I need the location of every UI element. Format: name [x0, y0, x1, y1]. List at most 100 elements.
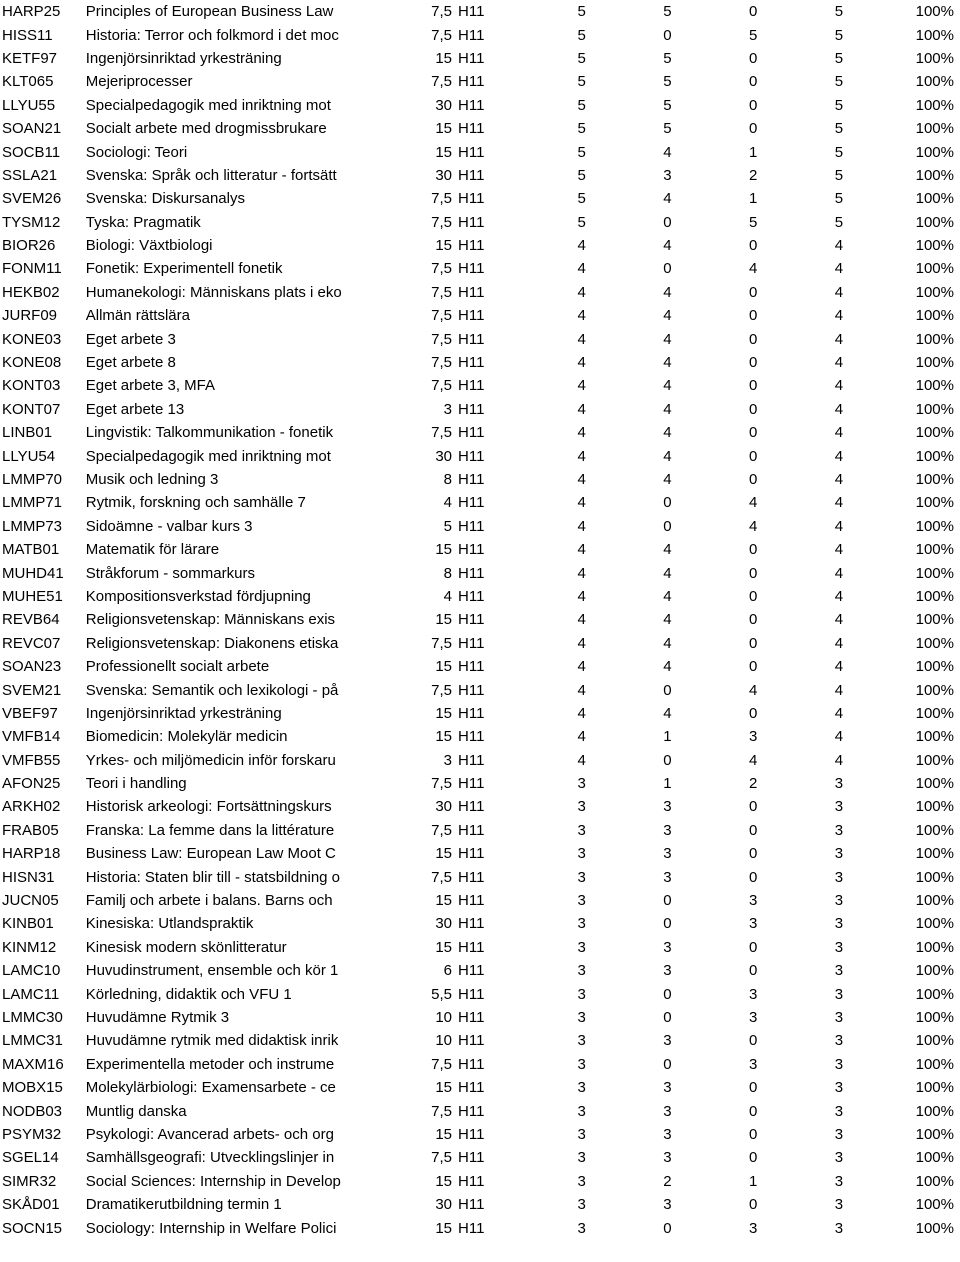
course-code: HISS11: [0, 23, 86, 46]
course-term: H11: [458, 538, 506, 561]
course-name: Eget arbete 3: [86, 327, 400, 350]
course-code: SGEL14: [0, 1146, 86, 1169]
col-percent: 100%: [849, 117, 960, 140]
col-percent: 100%: [849, 819, 960, 842]
col-percent: 100%: [849, 725, 960, 748]
course-term: H11: [458, 912, 506, 935]
course-credits: 7,5: [399, 1146, 458, 1169]
course-term: H11: [458, 1216, 506, 1239]
col-percent: 100%: [849, 421, 960, 444]
col-value-1: 3: [506, 1053, 592, 1076]
col-value-1: 5: [506, 47, 592, 70]
course-name: Business Law: European Law Moot C: [86, 842, 400, 865]
course-name: Kinesiska: Utlandspraktik: [86, 912, 400, 935]
col-value-4: 4: [763, 702, 849, 725]
col-value-4: 4: [763, 515, 849, 538]
col-value-2: 4: [592, 608, 678, 631]
col-percent: 100%: [849, 889, 960, 912]
col-value-3: 3: [678, 982, 764, 1005]
col-value-1: 4: [506, 678, 592, 701]
col-value-1: 4: [506, 515, 592, 538]
col-percent: 100%: [849, 1146, 960, 1169]
col-percent: 100%: [849, 327, 960, 350]
col-value-1: 3: [506, 1216, 592, 1239]
course-term: H11: [458, 655, 506, 678]
table-row: SIMR32Social Sciences: Internship in Dev…: [0, 1170, 960, 1193]
col-percent: 100%: [849, 1076, 960, 1099]
course-name: Yrkes- och miljömedicin inför forskaru: [86, 749, 400, 772]
col-value-1: 3: [506, 936, 592, 959]
col-percent: 100%: [849, 23, 960, 46]
col-value-1: 4: [506, 398, 592, 421]
col-value-4: 3: [763, 1123, 849, 1146]
col-value-4: 5: [763, 187, 849, 210]
course-name: Religionsvetenskap: Människans exis: [86, 608, 400, 631]
course-credits: 5: [399, 515, 458, 538]
col-value-4: 4: [763, 468, 849, 491]
col-percent: 100%: [849, 1006, 960, 1029]
col-value-4: 3: [763, 959, 849, 982]
course-code: SOAN21: [0, 117, 86, 140]
course-term: H11: [458, 1099, 506, 1122]
col-percent: 100%: [849, 655, 960, 678]
course-term: H11: [458, 608, 506, 631]
table-row: KONT07Eget arbete 133H114404100%: [0, 398, 960, 421]
table-row: REVB64Religionsvetenskap: Människans exi…: [0, 608, 960, 631]
col-percent: 100%: [849, 749, 960, 772]
course-term: H11: [458, 491, 506, 514]
col-percent: 100%: [849, 398, 960, 421]
col-value-3: 0: [678, 327, 764, 350]
table-row: SOAN23Professionellt socialt arbete15H11…: [0, 655, 960, 678]
course-name: Familj och arbete i balans. Barns och: [86, 889, 400, 912]
col-value-1: 3: [506, 819, 592, 842]
col-value-2: 3: [592, 936, 678, 959]
course-term: H11: [458, 140, 506, 163]
col-value-1: 4: [506, 725, 592, 748]
table-row: MUHD41Stråkforum - sommarkurs8H114404100…: [0, 561, 960, 584]
table-row: TYSM12Tyska: Pragmatik7,5H115055100%: [0, 211, 960, 234]
course-name: Svenska: Diskursanalys: [86, 187, 400, 210]
course-name: Specialpedagogik med inriktning mot: [86, 444, 400, 467]
col-value-3: 4: [678, 678, 764, 701]
col-percent: 100%: [849, 959, 960, 982]
course-term: H11: [458, 444, 506, 467]
col-value-2: 5: [592, 94, 678, 117]
table-row: KINM12Kinesisk modern skönlitteratur15H1…: [0, 936, 960, 959]
course-term: H11: [458, 1029, 506, 1052]
course-code: LLYU55: [0, 94, 86, 117]
course-code: HARP18: [0, 842, 86, 865]
course-credits: 3: [399, 398, 458, 421]
col-value-2: 1: [592, 772, 678, 795]
col-value-3: 3: [678, 1053, 764, 1076]
col-value-3: 0: [678, 304, 764, 327]
col-value-3: 4: [678, 749, 764, 772]
col-value-3: 3: [678, 725, 764, 748]
col-value-3: 0: [678, 865, 764, 888]
course-term: H11: [458, 351, 506, 374]
course-term: H11: [458, 889, 506, 912]
course-name: Huvudämne rytmik med didaktisk inrik: [86, 1029, 400, 1052]
course-term: H11: [458, 94, 506, 117]
col-value-3: 3: [678, 912, 764, 935]
col-value-4: 3: [763, 982, 849, 1005]
course-term: H11: [458, 1053, 506, 1076]
col-percent: 100%: [849, 1053, 960, 1076]
course-term: H11: [458, 959, 506, 982]
course-term: H11: [458, 749, 506, 772]
col-value-3: 0: [678, 1123, 764, 1146]
col-percent: 100%: [849, 702, 960, 725]
col-percent: 100%: [849, 1216, 960, 1239]
col-value-1: 5: [506, 187, 592, 210]
col-value-3: 0: [678, 1076, 764, 1099]
col-value-2: 0: [592, 678, 678, 701]
course-name: Religionsvetenskap: Diakonens etiska: [86, 632, 400, 655]
course-code: LAMC11: [0, 982, 86, 1005]
col-percent: 100%: [849, 561, 960, 584]
course-code: AFON25: [0, 772, 86, 795]
course-code: LMMP73: [0, 515, 86, 538]
course-credits: 6: [399, 959, 458, 982]
col-value-1: 3: [506, 1099, 592, 1122]
col-value-1: 3: [506, 772, 592, 795]
course-code: JURF09: [0, 304, 86, 327]
col-value-3: 0: [678, 281, 764, 304]
